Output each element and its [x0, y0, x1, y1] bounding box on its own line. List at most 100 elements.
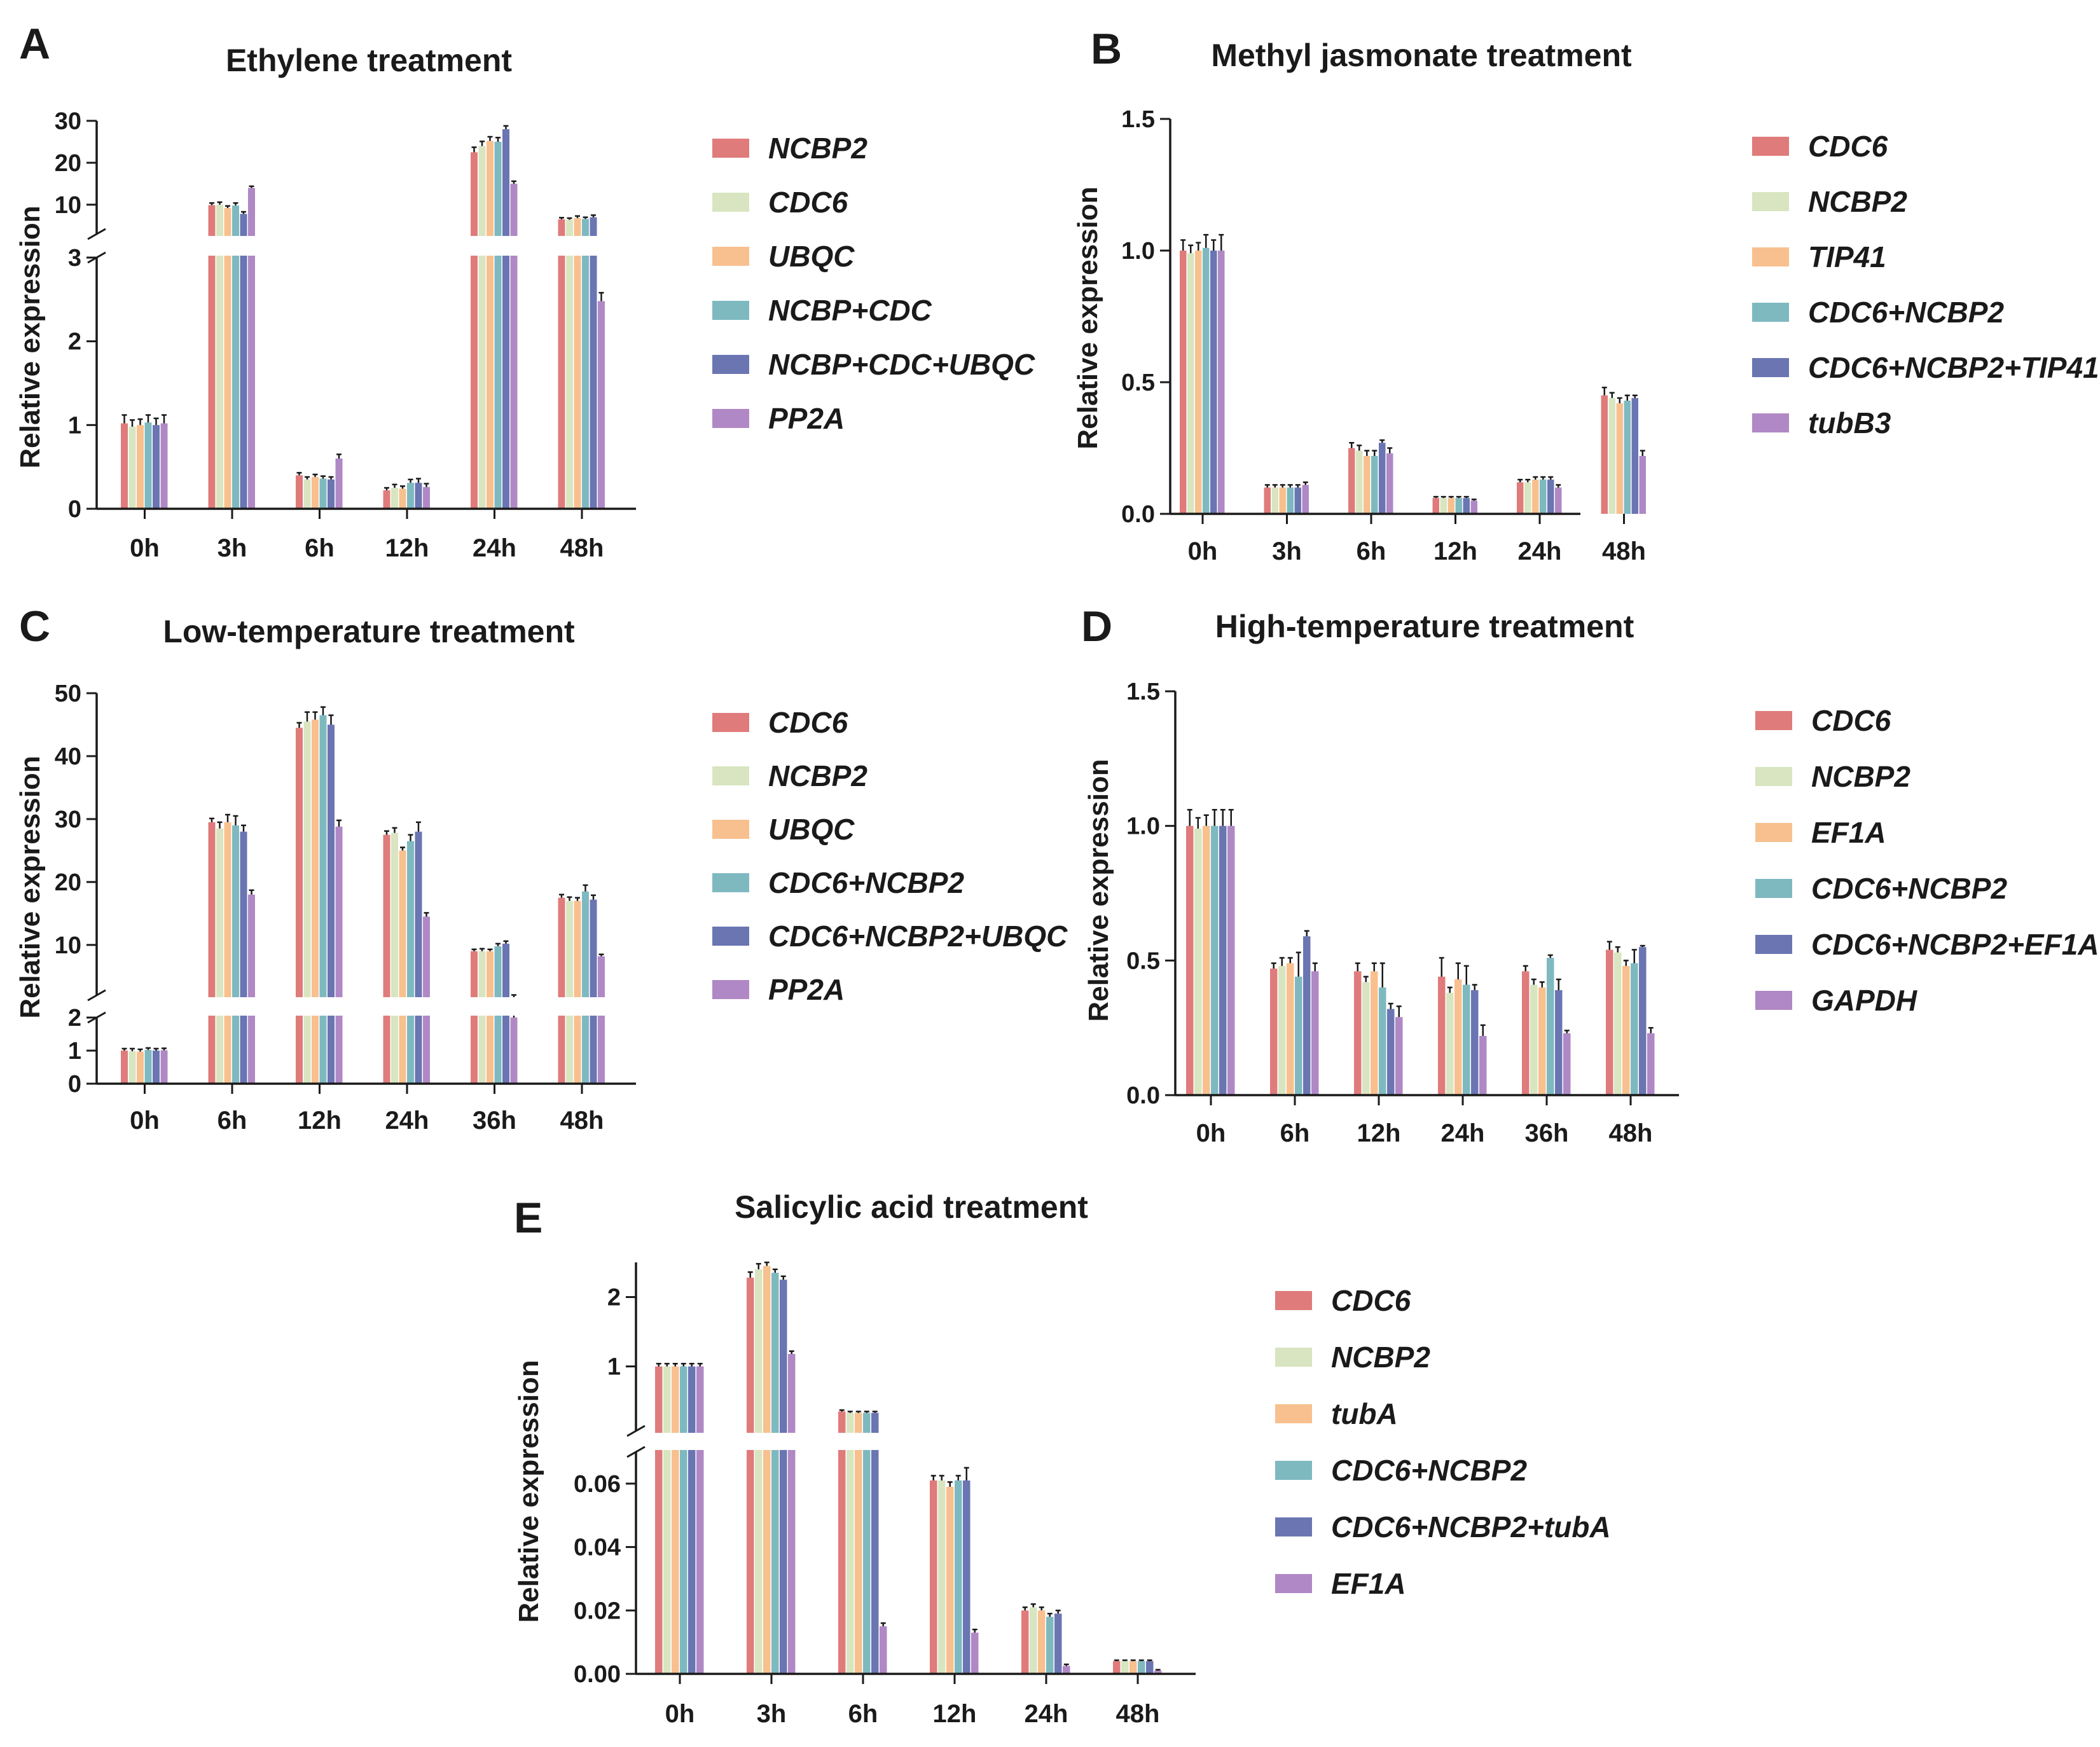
legend-swatch: [1752, 303, 1789, 322]
legend-label: NCBP2: [1811, 760, 1910, 793]
legend-swatch: [1275, 1404, 1312, 1423]
bar: [383, 490, 390, 509]
bar: [1455, 498, 1462, 514]
bar: [672, 1366, 679, 1674]
bar: [1287, 487, 1294, 514]
x-tick-label: 3h: [1272, 537, 1302, 565]
legend-label: UBQC: [768, 240, 855, 273]
y-tick-label: 0: [68, 496, 81, 523]
bar: [930, 1480, 937, 1674]
x-tick-label: 12h: [1433, 537, 1477, 565]
x-tick-label: 6h: [1357, 537, 1386, 565]
bar: [391, 832, 398, 1084]
legend-label: CDC6: [1331, 1284, 1411, 1317]
bar: [415, 483, 422, 509]
bar: [680, 1366, 687, 1674]
axis-break-gap: [78, 236, 655, 256]
x-tick-label: 48h: [1609, 1119, 1653, 1147]
y-axis-title: Relative expression: [15, 756, 46, 1018]
legend-swatch: [1752, 192, 1789, 211]
bar: [1187, 253, 1194, 514]
legend-swatch: [1752, 137, 1789, 156]
bar: [598, 956, 605, 1084]
axis-break-mark: [87, 1011, 106, 1024]
bar: [1364, 455, 1371, 514]
bar: [1195, 251, 1202, 514]
bar: [1180, 251, 1187, 514]
legend-swatch: [712, 873, 749, 892]
legend-label: CDC6+NCBP2+UBQC: [768, 920, 1068, 953]
axis-break-gap: [617, 1433, 1215, 1450]
bar: [971, 1633, 979, 1674]
legend-label: UBQC: [768, 813, 855, 846]
bar: [558, 897, 565, 1084]
x-tick-label: 0h: [130, 1107, 160, 1135]
bar: [1631, 397, 1638, 514]
axis-break-mark: [87, 228, 106, 240]
bar: [1440, 498, 1447, 514]
bar: [566, 901, 573, 1084]
legend: CDC6 NCBP2 tubA CDC6+NCBP2 CDC6+NCBP2+tubA EF…: [1275, 1284, 1611, 1600]
bar: [1146, 1661, 1154, 1674]
legend-swatch: [712, 713, 749, 732]
legend-swatch: [712, 355, 749, 374]
bar: [1555, 487, 1562, 514]
bar: [224, 208, 231, 509]
bar: [248, 894, 255, 1084]
legend-swatch: [712, 927, 749, 946]
bar: [160, 423, 168, 509]
bar: [1303, 936, 1311, 1095]
bar: [240, 214, 247, 509]
bar: [598, 301, 605, 509]
legend-swatch: [1752, 413, 1789, 432]
bar: [1211, 825, 1219, 1095]
bar: [1454, 979, 1462, 1095]
bar: [423, 487, 430, 509]
bar: [240, 831, 247, 1084]
x-tick-label: 48h: [1116, 1700, 1160, 1728]
bar: [747, 1277, 754, 1674]
bar: [1624, 400, 1631, 514]
bar: [160, 1050, 168, 1084]
legend-swatch: [712, 980, 749, 999]
bar: [1622, 965, 1630, 1095]
bar: [1210, 251, 1217, 514]
panel-letter: A: [19, 20, 50, 68]
bar: [582, 219, 589, 509]
bar: [1218, 251, 1225, 514]
bar: [232, 205, 239, 509]
legend-swatch: [1755, 935, 1792, 954]
bar: [1227, 825, 1235, 1095]
legend: CDC6 NCBP2 EF1A CDC6+NCBP2 CDC6+NCBP2+EF1A GA…: [1755, 704, 2099, 1017]
plot-area: 0h 6h 12h 24h 36h 48h 0.0 0.5 1.0 1.5: [1126, 679, 1679, 1147]
bar: [574, 901, 581, 1084]
y-tick-label: 1.5: [1126, 679, 1160, 705]
legend-swatch: [1755, 991, 1792, 1010]
legend-label: GAPDH: [1811, 984, 1917, 1017]
x-tick-label: 6h: [218, 1107, 247, 1135]
bar: [144, 1049, 152, 1084]
y-tick-label: 2: [68, 1005, 81, 1032]
legend-swatch: [712, 766, 749, 785]
y-tick-label: 0.5: [1126, 948, 1160, 974]
bar: [471, 951, 478, 1084]
legend-label: CDC6: [768, 706, 848, 739]
legend-swatch: [1755, 879, 1792, 898]
y-tick-label: 10: [55, 932, 81, 959]
panel-title: High-temperature treatment: [1215, 609, 1634, 644]
bar: [946, 1486, 954, 1674]
y-tick-label: 20: [55, 150, 81, 177]
bar: [1046, 1617, 1054, 1674]
bar: [696, 1366, 704, 1674]
bar: [399, 488, 406, 509]
bar: [312, 719, 319, 1084]
bar: [319, 478, 327, 509]
x-tick-label: 6h: [848, 1700, 878, 1728]
bar: [1538, 987, 1546, 1095]
legend-label: CDC6+NCBP2+EF1A: [1811, 928, 2099, 961]
axis-break-mark: [626, 1446, 646, 1458]
bar: [1432, 498, 1439, 514]
legend-label: tubB3: [1808, 406, 1891, 439]
bar: [771, 1273, 779, 1674]
